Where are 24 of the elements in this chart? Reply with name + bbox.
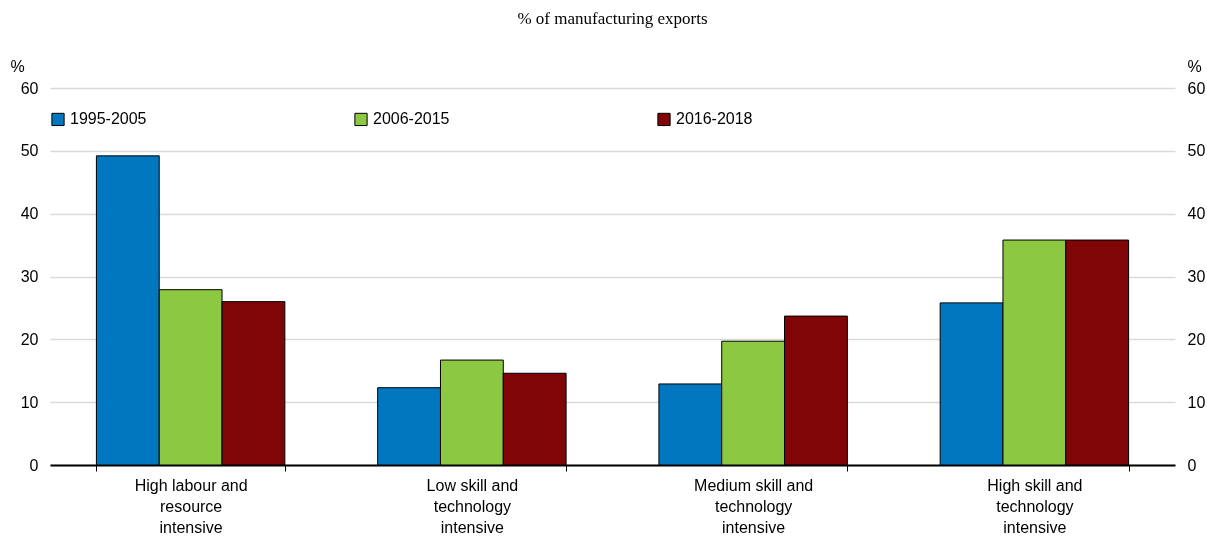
legend-label: 2016-2018 [676,110,753,128]
x-tick-label: Medium skill and technology intensive [694,476,814,536]
y-tick-label: 10 [20,393,39,411]
y2-tick-label: 40 [1187,205,1206,223]
y-tick-label: 20 [20,330,39,348]
y2-axis-title: % [1187,57,1202,75]
y-tick-label: 50 [20,142,39,160]
y2-tick-label: 10 [1187,393,1206,411]
legend-label: 2006-2015 [373,110,450,128]
y-tick-label: 60 [20,79,39,97]
y-axis-title: % [10,57,25,75]
y2-tick-label: 30 [1187,268,1206,285]
y2-tick-label: 60 [1187,79,1206,97]
chart-title: % of manufacturing exports [517,9,708,28]
x-tick-label: Low skill and technology intensive [426,476,519,536]
y-tick-label: 30 [20,268,39,285]
x-tick-label: High skill and technology intensive [987,476,1083,536]
x-tick-label: High labour and resource intensive [134,476,248,536]
y2-tick-label: 50 [1187,142,1206,160]
y-tick-label: 40 [20,205,39,223]
legend-label: 1995-2005 [70,110,147,128]
y2-tick-label: 20 [1187,330,1206,348]
y2-tick-label: 0 [1187,456,1197,474]
y-tick-label: 0 [29,456,39,474]
